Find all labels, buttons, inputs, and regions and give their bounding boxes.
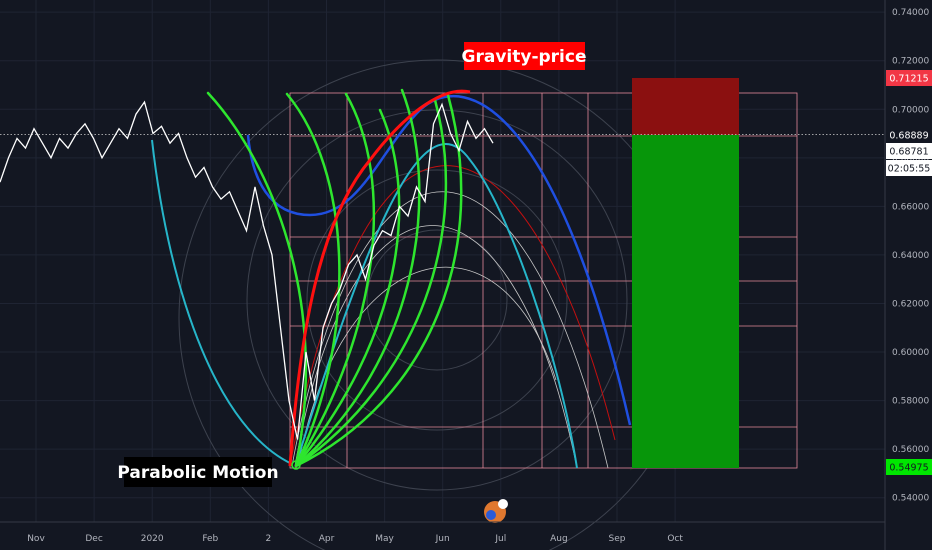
green-curve [294, 108, 401, 468]
reward-zone[interactable] [632, 135, 739, 468]
gravity-label: Gravity-price [462, 47, 587, 67]
tag-open: 0.68781 [886, 143, 932, 159]
tag-countdown: 02:05:55 [886, 160, 932, 176]
parabolic-label-box [124, 457, 272, 487]
tag-stop: 0.54975 [886, 459, 932, 475]
cyan-left-arc [151, 139, 293, 465]
tag-open-label: 0.68781 [889, 147, 928, 158]
y-tick-label: 0.64000 [892, 251, 929, 261]
tag-target-box [886, 70, 932, 86]
x-tick-label: 2020 [141, 534, 164, 544]
parabolic-annotation[interactable]: Parabolic Motion [117, 457, 279, 487]
x-tick-label: Dec [85, 534, 102, 544]
x-tick-label: May [375, 534, 394, 544]
tag-target: 0.71215 [886, 70, 932, 86]
green-curves [206, 88, 463, 468]
thin-parabola [291, 191, 609, 469]
x-tick-label: Apr [319, 534, 335, 544]
tag-current-box [886, 127, 932, 143]
blue-parabola [246, 95, 632, 426]
fib-box-outline [289, 92, 798, 469]
logo-mark [486, 510, 496, 520]
y-tick-label: 0.74000 [892, 8, 929, 18]
x-axis[interactable]: Nov Dec 2020 Feb 2 Apr May Jun Jul Aug Sep Oct [27, 534, 683, 544]
tag-current: 0.68889 [886, 127, 932, 143]
y-tick-label: 0.58000 [892, 397, 929, 407]
green-curve [294, 88, 421, 468]
grid [0, 0, 885, 522]
green-curve [294, 93, 463, 468]
y-tick-label: 0.54000 [892, 494, 929, 504]
tag-stop-label: 0.54975 [889, 463, 928, 474]
tag-countdown-label: 02:05:55 [888, 164, 931, 175]
tag-stop-box [886, 459, 932, 475]
tag-current-label: 0.68889 [889, 131, 928, 142]
y-tick-label: 0.62000 [892, 299, 929, 309]
cyan-parabola [295, 143, 578, 469]
tradingview-logo [484, 499, 508, 523]
y-axis[interactable]: 0.54000 0.56000 0.58000 0.60000 0.62000 0.640… [892, 8, 929, 504]
apex-marker [291, 460, 301, 470]
green-curve [285, 92, 341, 468]
gravity-label-box [464, 42, 585, 70]
risk-zone[interactable] [632, 78, 739, 135]
fib-circle [366, 229, 508, 371]
thin-parabola [294, 225, 578, 469]
x-tick-label: Jul [494, 534, 506, 544]
red-gravity-curve [288, 89, 471, 467]
x-tick-label: Aug [550, 534, 568, 544]
y-tick-label: 0.60000 [892, 348, 929, 358]
x-tick-label: 2 [266, 534, 272, 544]
x-tick-label: Jun [435, 534, 450, 544]
x-tick-label: Feb [202, 534, 218, 544]
green-curve [294, 92, 376, 468]
y-tick-label: 0.70000 [892, 105, 929, 115]
cyan-curves [151, 139, 578, 469]
y-tick-label: 0.66000 [892, 202, 929, 212]
x-tick-label: Nov [27, 534, 45, 544]
fib-circle [306, 169, 568, 431]
x-tick-label: Sep [609, 534, 626, 544]
y-tick-label: 0.56000 [892, 445, 929, 455]
tag-open-box [886, 143, 932, 159]
green-curve [206, 91, 308, 468]
x-tick-label: Oct [667, 534, 683, 544]
tag-countdown-box [886, 160, 932, 176]
y-tick-label: 0.72000 [892, 57, 929, 67]
parabolic-label: Parabolic Motion [117, 463, 278, 483]
tag-target-label: 0.71215 [889, 74, 928, 85]
green-curve [294, 98, 448, 468]
logo-mark [498, 499, 508, 509]
gravity-annotation[interactable]: Gravity-price [462, 42, 587, 70]
price-series [0, 100, 494, 440]
